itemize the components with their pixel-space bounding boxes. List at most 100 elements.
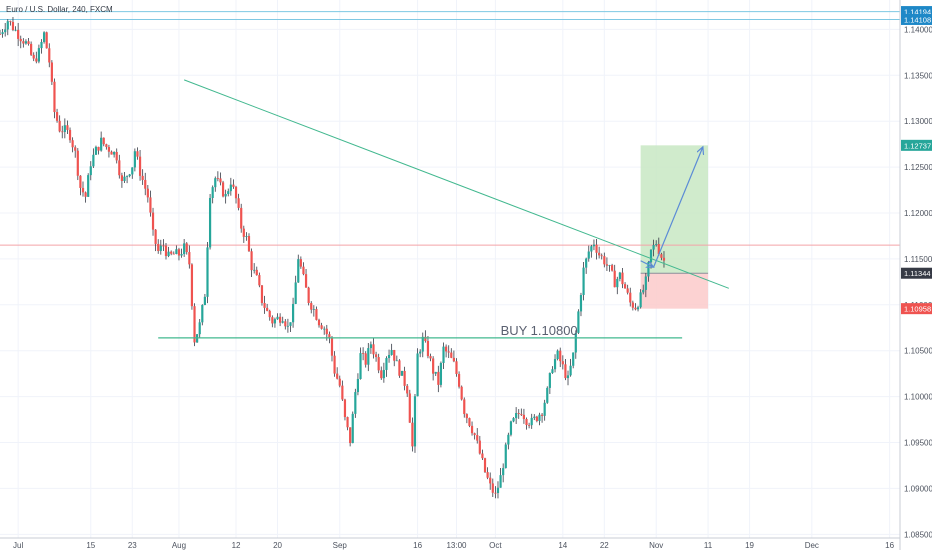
candle-down <box>603 256 606 265</box>
candle-down <box>535 416 538 421</box>
candle-up <box>543 402 546 416</box>
candle-down <box>408 393 411 423</box>
candle-up <box>198 322 201 335</box>
y-tick-label: 1.10000 <box>904 393 932 402</box>
candle-down <box>284 321 287 327</box>
candle-up <box>286 325 289 327</box>
candle-down <box>299 259 302 267</box>
price-label: 1.12737 <box>901 139 932 151</box>
candle-down <box>476 435 479 441</box>
price-label-bg <box>901 139 932 151</box>
candle-up <box>92 154 95 167</box>
candle-down <box>406 385 409 394</box>
candle-down <box>346 417 349 428</box>
candle-down <box>564 364 567 379</box>
candle-down <box>48 48 51 63</box>
buy-annotation: BUY 1.10800 <box>501 323 578 338</box>
candle-up <box>515 413 518 419</box>
candle-down <box>307 287 310 304</box>
projection-arrow <box>653 147 703 268</box>
candle-up <box>569 365 572 376</box>
candle-up <box>14 29 17 31</box>
candle-down <box>138 156 142 176</box>
candle-up <box>585 258 588 268</box>
trendline <box>183 79 729 289</box>
x-tick-label: 14 <box>558 541 567 550</box>
candle-down <box>380 370 383 379</box>
candle-up <box>273 319 277 324</box>
candle-down <box>559 350 562 362</box>
candle-down <box>258 275 261 286</box>
candle-down <box>263 303 266 308</box>
candle-up <box>40 42 43 49</box>
candle-up <box>276 316 279 320</box>
candle-up <box>253 269 256 271</box>
candle-down <box>595 244 598 253</box>
candle-down <box>657 244 660 255</box>
candle-down <box>424 336 427 341</box>
candle-down <box>237 198 240 208</box>
candle-up <box>159 245 162 251</box>
candle-down <box>157 243 160 251</box>
candle-down <box>190 264 194 307</box>
candle-down <box>364 353 367 365</box>
candle-up <box>533 416 536 418</box>
candle-down <box>362 353 365 354</box>
candle-up <box>281 321 284 323</box>
candle-down <box>151 212 155 230</box>
candle-up <box>592 244 596 247</box>
candle-down <box>266 307 269 311</box>
candle-down <box>598 252 601 256</box>
candle-up <box>113 151 116 155</box>
candle-down <box>349 427 352 444</box>
candle-down <box>79 175 82 188</box>
x-tick-label: 12 <box>232 541 241 550</box>
x-tick-label: 19 <box>745 541 754 550</box>
candle-down <box>17 29 20 39</box>
candle-down <box>660 254 663 258</box>
candle-up <box>323 328 326 330</box>
candle-down <box>105 144 108 148</box>
candle-down <box>260 285 264 304</box>
candle-down <box>118 160 121 176</box>
y-tick-label: 1.12500 <box>904 163 932 172</box>
candle-up <box>87 175 90 197</box>
candle-down <box>634 307 637 310</box>
candle-down <box>170 251 173 254</box>
candle-down <box>629 292 632 303</box>
y-tick-label: 1.13000 <box>904 117 932 126</box>
y-tick-label: 1.11500 <box>904 255 932 264</box>
candle-down <box>437 371 440 385</box>
horizontal-lines <box>0 11 900 246</box>
candle-down <box>74 147 77 151</box>
price-label-text: 1.14194 <box>904 8 931 17</box>
candle-down <box>50 62 53 82</box>
candle-down <box>460 386 463 400</box>
time-axis[interactable]: Jul 15 23 Aug 12 20 Sep 16 13:00 Oct 14 22 Nov 11 19 De… <box>0 537 900 550</box>
candle-up <box>509 421 513 435</box>
candle-up <box>504 444 507 469</box>
candle-up <box>639 292 642 308</box>
candle-down <box>561 361 564 365</box>
y-tick-label: 1.14000 <box>904 25 932 34</box>
candle-down <box>30 43 33 55</box>
candle-down <box>149 197 152 213</box>
candle-down <box>310 303 313 310</box>
candle-up <box>224 194 227 197</box>
candle-down <box>268 310 271 318</box>
price-axis[interactable]: 1.14000 1.13500 1.13000 1.12500 1.12000 1.115… <box>899 0 932 550</box>
candle-up <box>289 322 292 326</box>
stop-loss-zone <box>640 273 709 309</box>
x-tick-label: 16 <box>885 541 894 550</box>
y-tick-label: 1.10500 <box>904 347 932 356</box>
candle-down <box>302 266 305 275</box>
price-label-text: 1.10958 <box>904 305 931 314</box>
candle-down <box>61 131 64 133</box>
candle-up <box>574 332 577 353</box>
candle-down <box>600 255 603 257</box>
candle-down <box>486 472 489 478</box>
candle-up <box>572 352 575 366</box>
candle-up <box>538 414 541 421</box>
candle-down <box>9 21 12 22</box>
